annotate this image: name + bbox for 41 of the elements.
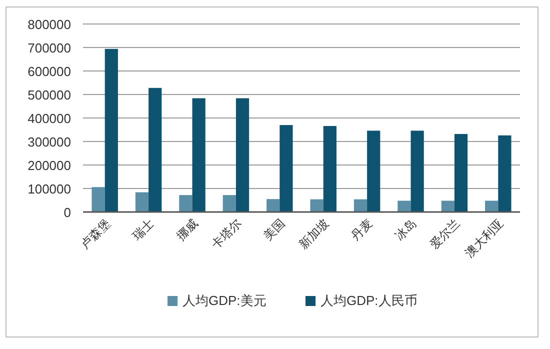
bar <box>192 98 206 212</box>
x-tick-label: 卡塔尔 <box>208 216 244 252</box>
bar <box>92 187 105 212</box>
bar <box>410 130 424 212</box>
y-tick-label: 100000 <box>28 182 71 196</box>
x-tick-label: 瑞士 <box>130 216 157 244</box>
legend-label: 人均GDP:美元 <box>182 293 266 308</box>
y-tick-label: 0 <box>64 205 71 220</box>
bar <box>310 199 324 212</box>
legend-label: 人均GDP:人民币 <box>320 293 418 308</box>
x-tick-label: 新加坡 <box>296 216 332 252</box>
y-tick-label: 200000 <box>28 158 71 173</box>
y-tick-label: 600000 <box>28 64 71 79</box>
bar <box>354 199 368 212</box>
y-tick-label: 500000 <box>28 88 71 102</box>
bar <box>236 98 250 212</box>
x-tick-label: 澳大利亚 <box>462 216 506 260</box>
bar <box>148 88 162 212</box>
bar <box>104 48 118 212</box>
x-tick-label: 丹麦 <box>348 216 376 244</box>
bar <box>280 125 293 212</box>
bar <box>498 135 512 212</box>
bar <box>266 199 280 212</box>
y-tick-label: 800000 <box>28 17 71 32</box>
y-tick-label: 300000 <box>28 134 71 150</box>
bar <box>441 200 454 212</box>
bar <box>398 200 411 212</box>
bar <box>135 192 149 212</box>
x-tick-label: 卢森堡 <box>78 216 113 252</box>
bar <box>323 126 336 212</box>
bar <box>367 130 380 212</box>
y-tick-label: 700000 <box>28 40 71 56</box>
bar <box>179 195 192 212</box>
x-tick-label: 爱尔兰 <box>427 216 463 252</box>
bar <box>454 134 468 212</box>
x-tick-label: 冰岛 <box>392 216 419 244</box>
y-tick-label: 400000 <box>28 111 71 126</box>
bar <box>222 195 236 212</box>
x-tick-label: 挪威 <box>174 216 200 244</box>
bar <box>485 200 498 212</box>
x-tick-label: 美国 <box>260 216 288 244</box>
